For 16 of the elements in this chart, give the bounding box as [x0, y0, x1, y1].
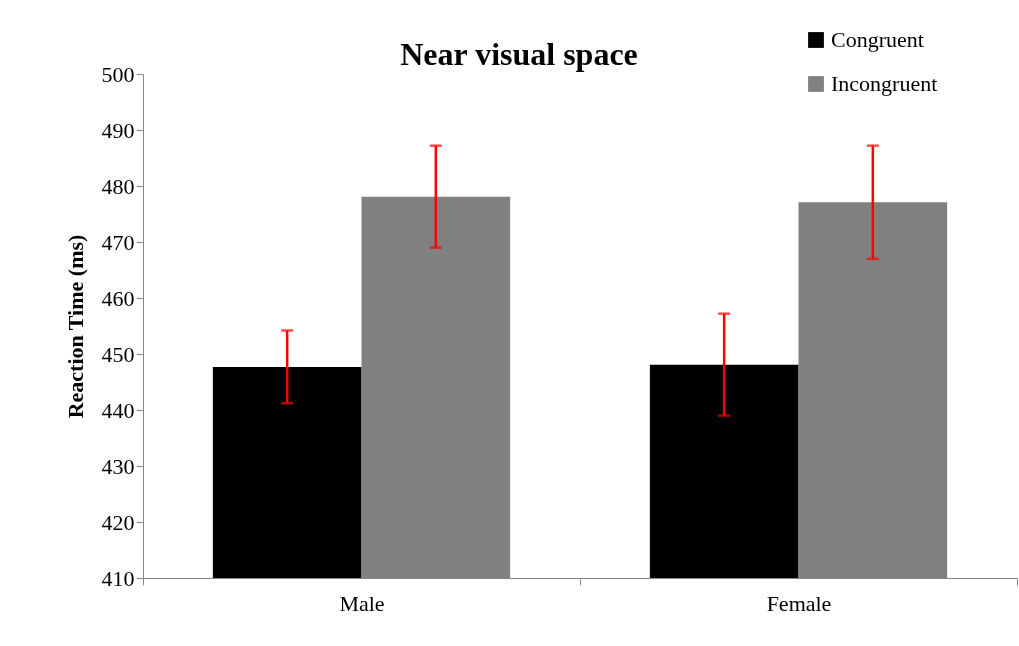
y-tick-label: 440	[101, 397, 135, 423]
x-tick-label: Female	[766, 590, 832, 616]
legend-label: Incongruent	[831, 71, 938, 96]
y-axis-title: Reaction Time (ms)	[62, 234, 88, 419]
y-tick-label: 450	[101, 341, 135, 367]
x-tick-label: Male	[339, 590, 385, 616]
y-tick-label: 490	[101, 117, 135, 143]
y-tick-label: 430	[101, 453, 135, 479]
chart-title: Near visual space	[400, 36, 638, 72]
y-tick-label: 460	[101, 285, 135, 311]
legend-label: Congruent	[831, 27, 924, 52]
y-tick-label: 500	[101, 61, 135, 87]
y-tick-label: 420	[101, 509, 135, 535]
y-tick-label: 470	[101, 229, 135, 255]
y-tick-label: 410	[101, 565, 135, 591]
y-tick-label: 480	[101, 173, 135, 199]
